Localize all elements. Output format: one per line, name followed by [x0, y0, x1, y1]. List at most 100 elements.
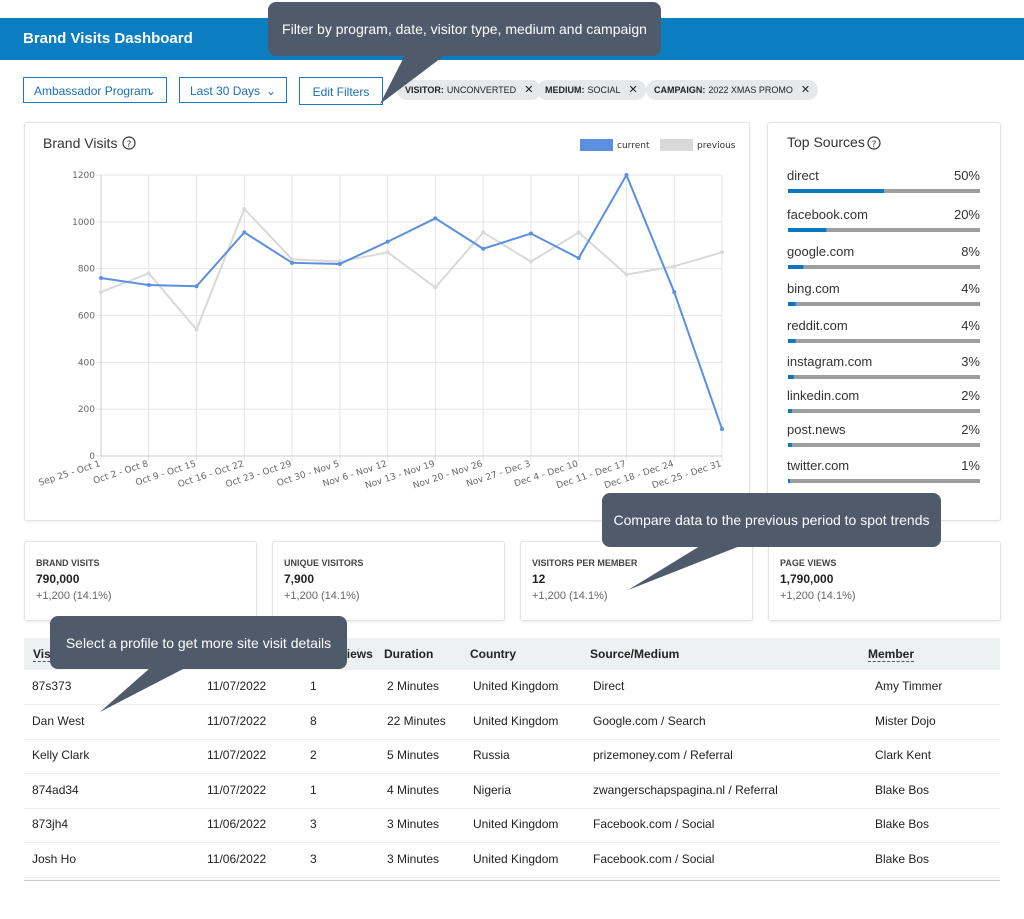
tooltip-pointer — [380, 55, 445, 104]
y-tick-label: 800 — [78, 265, 95, 275]
source-share: 4% — [961, 281, 980, 296]
table-row[interactable] — [24, 876, 1000, 878]
program-select[interactable]: Ambassador Program ⌄ — [23, 77, 167, 103]
table-cell: Blake Bos — [875, 782, 930, 797]
table-row[interactable] — [24, 773, 1000, 774]
table-cell: 874ad34 — [32, 782, 79, 797]
source-track — [788, 339, 980, 343]
help-icon — [122, 136, 136, 150]
point — [99, 290, 103, 295]
table-cell: United Kingdom — [473, 817, 559, 831]
chip-remove[interactable]: ✕ — [800, 84, 811, 96]
y-tick-label: 1000 — [72, 218, 95, 228]
y-tick-label: 1200 — [72, 171, 95, 181]
chip-remove[interactable]: ✕ — [628, 84, 638, 96]
sources-card — [767, 122, 1001, 521]
period-select[interactable]: Last 30 Days ⌄ — [179, 77, 287, 103]
stat-card: BRAND VISITS 790,000 +1,200 (14.1%) — [24, 541, 257, 621]
legend-swatch — [660, 139, 693, 151]
table-cell: 1 — [310, 782, 317, 797]
filter-chip: CAMPAIGN: 2022 XMAS PROMO ✕ — [646, 80, 819, 100]
source-bar — [788, 479, 790, 483]
table-cell: United Kingdom — [473, 713, 559, 728]
stat-change: +1,200 (14.1%) — [780, 590, 856, 602]
period-label: Last 30 Days — [190, 84, 261, 98]
legend-swatch — [580, 139, 613, 151]
table-cell: Google.com / Search — [593, 713, 706, 728]
stat-value: 790,000 — [36, 572, 80, 586]
table-row[interactable] — [24, 807, 1000, 809]
table-header: Member — [868, 647, 915, 662]
stat-value: 12 — [532, 572, 546, 586]
point — [481, 246, 486, 251]
chip-remove[interactable]: ✕ — [524, 84, 534, 96]
chip-value: SOCIAL — [587, 85, 621, 95]
table-row[interactable] — [24, 738, 1000, 740]
table-header: Country — [470, 647, 516, 661]
source-track — [788, 479, 980, 483]
point — [290, 260, 295, 265]
source-share: 2% — [961, 388, 980, 403]
point — [385, 250, 390, 255]
source-bar — [788, 189, 884, 193]
y-tick-label: 400 — [78, 358, 95, 368]
header-title: Brand Visits Dashboard — [23, 30, 193, 47]
source-share: 20% — [953, 207, 980, 222]
table-header: Duration — [384, 647, 434, 661]
point — [720, 427, 724, 432]
point — [576, 256, 581, 261]
tooltip-pointer — [100, 668, 185, 712]
source-track — [788, 443, 980, 447]
table-row[interactable] — [24, 842, 1000, 843]
table-cell: United Kingdom — [473, 679, 559, 693]
point — [146, 283, 151, 288]
source-share: 8% — [961, 244, 980, 259]
sources-title: Top Sources — [787, 134, 865, 150]
stat-change: +1,200 (14.1%) — [284, 590, 360, 602]
stat-value: 1,790,000 — [780, 572, 834, 586]
y-tick-label: 600 — [78, 312, 95, 322]
source-name: google.com — [787, 244, 855, 259]
chip-label: CAMPAIGN: — [654, 85, 706, 95]
source-bar — [788, 409, 792, 413]
table-cell: 3 — [310, 817, 317, 831]
source-name: facebook.com — [787, 207, 868, 222]
chip-value: 2022 XMAS PROMO — [708, 85, 793, 95]
table-cell: 3 Minutes — [387, 817, 440, 831]
point — [146, 271, 151, 276]
stat-label: UNIQUE VISITORS — [284, 558, 364, 568]
source-name: linkedin.com — [787, 388, 860, 403]
source-name: reddit.com — [787, 318, 848, 333]
point — [528, 259, 533, 264]
point — [337, 261, 342, 266]
chart-title: Brand Visits — [43, 135, 117, 151]
source-bar — [788, 228, 827, 232]
table-cell: prizemoney.com / Referral — [593, 748, 733, 762]
table-cell: 2 Minutes — [387, 679, 440, 693]
table-cell: 3 Minutes — [387, 851, 440, 866]
stat-change: +1,200 (14.1%) — [36, 590, 112, 602]
point — [528, 231, 533, 236]
stat-value: 7,900 — [284, 572, 315, 586]
point — [242, 230, 247, 235]
table-cell: Russia — [473, 748, 510, 762]
stat-change: +1,200 (14.1%) — [532, 590, 608, 602]
point — [720, 250, 724, 255]
source-name: post.news — [787, 422, 846, 437]
point — [194, 327, 199, 332]
table-cell: 11/07/2022 — [207, 748, 267, 762]
point — [433, 285, 438, 290]
edit-filters-button[interactable]: Edit Filters — [299, 77, 383, 105]
help-icon-mark: ? — [872, 140, 877, 150]
table-row[interactable] — [24, 704, 1000, 705]
table-cell: 11/07/2022 — [207, 679, 267, 693]
stat-label: VISITORS PER MEMBER — [532, 558, 638, 568]
table-cell: Direct — [593, 679, 625, 693]
source-name: direct — [787, 168, 819, 183]
source-track — [788, 265, 980, 269]
filter-chip: VISITOR: UNCONVERTED ✕ — [397, 80, 542, 100]
table-cell: 1 — [310, 679, 317, 693]
point — [672, 264, 677, 269]
table-cell: 11/06/2022 — [207, 817, 267, 831]
source-share: 3% — [961, 354, 980, 369]
